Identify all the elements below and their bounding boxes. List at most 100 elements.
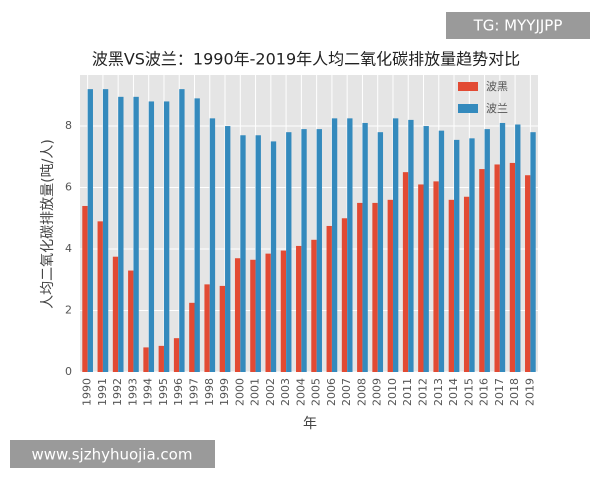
bar [484, 129, 490, 372]
bar [219, 285, 226, 372]
bar [280, 250, 287, 372]
x-tick-label: 2002 [264, 378, 277, 406]
x-tick-label: 2018 [508, 378, 521, 406]
x-tick-label: 1993 [126, 378, 139, 406]
bar [286, 132, 292, 372]
y-tick-label: 8 [65, 119, 72, 132]
x-tick-label: 1990 [81, 378, 94, 406]
bar [173, 338, 180, 372]
bar [301, 129, 307, 372]
bar [454, 139, 460, 372]
bar [357, 202, 363, 372]
bar [234, 258, 241, 372]
bar [240, 135, 246, 372]
bar [118, 96, 124, 372]
bar [347, 118, 353, 373]
x-tick-label: 2012 [417, 378, 430, 406]
x-tick-label: 2013 [432, 378, 445, 406]
bar [112, 256, 119, 372]
bar [515, 124, 521, 372]
y-tick-label: 0 [65, 365, 72, 378]
x-tick-label: 1991 [96, 378, 109, 406]
bar [372, 202, 378, 372]
bar [509, 162, 516, 372]
x-tick-label: 1996 [172, 378, 185, 406]
x-tick-label: 2000 [233, 378, 246, 406]
x-tick-label: 1994 [142, 378, 155, 406]
bar [311, 239, 317, 372]
y-tick-label: 6 [65, 181, 72, 194]
bar [377, 132, 384, 372]
x-tick-label: 2008 [355, 378, 368, 406]
bar [387, 199, 393, 372]
legend-swatch [458, 104, 478, 113]
bar [463, 196, 470, 372]
x-tick-label: 2017 [493, 378, 506, 406]
legend-swatch [458, 82, 478, 91]
bar [392, 118, 399, 373]
bar [209, 118, 216, 373]
y-tick-label: 2 [65, 304, 72, 317]
bar [255, 135, 261, 372]
x-tick-label: 2015 [462, 378, 475, 406]
bar [525, 175, 531, 372]
legend-label: 波兰 [486, 102, 508, 115]
y-axis-label: 人均二氧化碳排放量(吨/人) [40, 139, 56, 309]
bar [97, 221, 103, 372]
x-tick-label: 2007 [340, 378, 353, 406]
bar [316, 129, 322, 372]
plot-background [80, 75, 538, 372]
bar [194, 98, 200, 373]
x-tick-label: 1995 [157, 378, 170, 406]
x-tick-label: 1992 [111, 378, 124, 406]
bar [331, 118, 338, 373]
x-tick-label: 2001 [249, 378, 262, 406]
x-tick-label: 2003 [279, 378, 292, 406]
x-axis-label: 年 [303, 416, 317, 432]
x-tick-label: 2019 [523, 378, 536, 406]
x-tick-label: 1998 [203, 378, 216, 406]
watermark-box [10, 440, 215, 468]
bar [204, 284, 210, 372]
bar [438, 130, 445, 372]
bar [82, 205, 88, 372]
bar [179, 89, 185, 373]
x-tick-label: 1997 [188, 378, 201, 406]
x-tick-label: 2016 [478, 378, 491, 406]
watermark-box [446, 12, 590, 39]
bar [433, 181, 439, 372]
x-tick-label: 2006 [325, 378, 338, 406]
bar [423, 126, 429, 373]
chart-title: 波黑VS波兰：1990年-2019年人均二氧化碳排放量趋势对比 [92, 50, 520, 69]
bar [158, 345, 164, 372]
bar [102, 89, 109, 373]
bar [250, 259, 256, 372]
watermark: www.sjzhyhuojia.com [32, 446, 193, 464]
x-tick-label: 2011 [401, 378, 414, 406]
bars [82, 89, 536, 373]
bar [143, 347, 149, 372]
bar [326, 225, 332, 372]
x-tick-label: 2009 [371, 378, 384, 406]
bar [530, 132, 536, 372]
bar [163, 101, 170, 373]
x-tick-label: 2004 [294, 378, 307, 406]
bar [408, 119, 414, 372]
bar [128, 270, 134, 372]
x-tick-label: 1999 [218, 378, 231, 406]
bar [225, 126, 231, 373]
x-tick-label: 2014 [447, 378, 460, 406]
bar [148, 101, 155, 373]
legend-label: 波黑 [486, 80, 508, 93]
bar [133, 96, 139, 372]
bar [270, 141, 277, 372]
watermark: TG: MYYJJPP [473, 17, 563, 35]
bar [362, 122, 368, 372]
x-tick-label: 2010 [386, 378, 399, 406]
bar [402, 172, 409, 372]
bar [87, 89, 93, 373]
bar [418, 184, 424, 372]
bar [499, 122, 506, 372]
